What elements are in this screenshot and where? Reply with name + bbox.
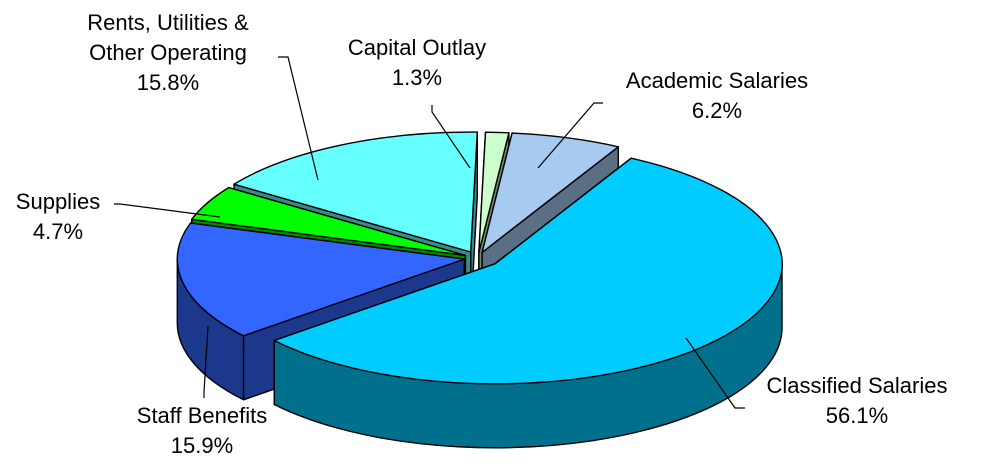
staff-benefits-slice — [176, 222, 465, 337]
classified-salaries-slice — [273, 157, 783, 385]
supplies-slice — [191, 186, 467, 257]
academic-salaries-data-label: Academic Salaries 6.2% — [626, 68, 808, 123]
slice-value-label: 15.9% — [171, 433, 233, 458]
supplies-leader-line — [114, 203, 221, 218]
academic-salaries-slice — [481, 132, 619, 254]
rents-utilities-and-other-operating-slice — [233, 131, 478, 253]
staff-benefits-data-label: Staff Benefits 15.9% — [137, 403, 267, 458]
staff-benefits-leader-line — [203, 325, 209, 398]
slice-value-label: 56.1% — [826, 403, 888, 428]
supplies-data-label: Supplies 4.7% — [16, 189, 100, 244]
slice-name-label: Academic Salaries — [626, 68, 808, 93]
rents-utilities-and-other-operating-data-label: Rents, Utilities & Other Operating 15.8% — [87, 10, 249, 95]
capital-outlay-leader-line — [431, 105, 471, 169]
slice-name-label: Other Operating — [89, 40, 247, 65]
academic-salaries-leader-line — [537, 102, 603, 169]
slice-value-label: 1.3% — [392, 65, 442, 90]
capital-outlay-data-label: Capital Outlay 1.3% — [348, 35, 486, 90]
slice-name-label: Capital Outlay — [348, 35, 486, 60]
slice-name-label: Classified Salaries — [767, 373, 948, 398]
classified-salaries-data-label: Classified Salaries 56.1% — [767, 373, 948, 428]
classified-salaries-leader-line — [685, 337, 745, 409]
slice-value-label: 15.8% — [137, 70, 199, 95]
slice-value-label: 6.2% — [692, 98, 742, 123]
slice-name-label: Supplies — [16, 189, 100, 214]
slice-value-label: 4.7% — [33, 219, 83, 244]
rents-utilities-and-other-operating-leader-line — [278, 56, 319, 181]
capital-outlay-slice — [478, 131, 510, 253]
slice-name-label: Staff Benefits — [137, 403, 267, 428]
slice-name-label: Rents, Utilities & — [87, 10, 249, 35]
